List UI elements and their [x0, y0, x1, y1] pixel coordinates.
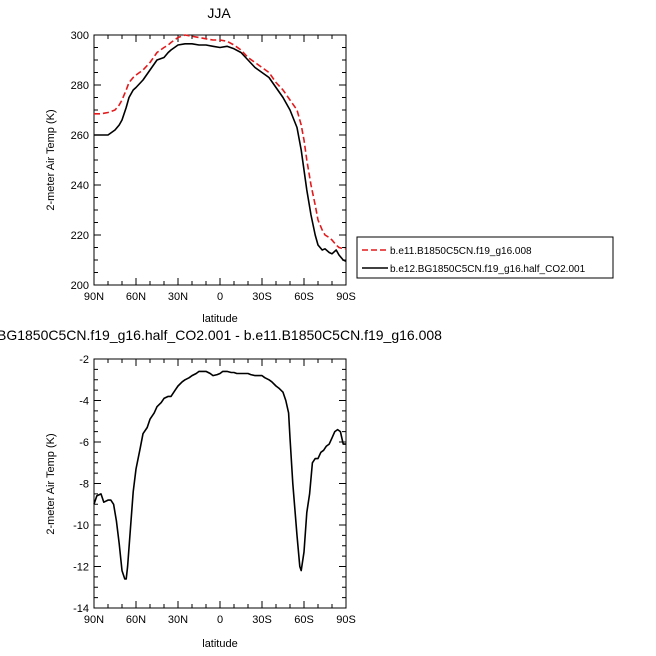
y-tick-label: -8 [79, 479, 89, 491]
y-tick-label: -4 [79, 396, 89, 408]
top-panel: JJA 90N 60N 30N 0 30S 60S 90S 200 220 240 260 280 30… [45, 5, 356, 325]
y-tick-label: 240 [71, 180, 89, 192]
top-axis-ticks: 90N 60N 30N 0 30S 60S 90S 200 220 240 260 280 300 [71, 30, 356, 303]
top-y-axis-label: 2-meter Air Temp (K) [45, 109, 57, 210]
x-tick-label: 0 [217, 291, 223, 303]
x-tick-label: 30S [252, 291, 272, 303]
y-tick-label: 200 [71, 280, 89, 292]
legend: b.e11.B1850C5CN.f19_g16.008 b.e12.BG1850… [356, 236, 614, 279]
x-tick-label: 30N [168, 614, 188, 626]
series-line-1 [94, 34, 346, 250]
y-tick-label: -12 [73, 562, 89, 574]
bottom-chart-title: b.e12.BG1850C5CN.f19_g16.half_CO2.001 - … [0, 327, 442, 343]
x-tick-label: 90S [336, 291, 356, 303]
top-series-lines [94, 34, 347, 263]
x-tick-label: 60N [126, 614, 146, 626]
y-tick-label: -14 [73, 603, 89, 615]
bottom-panel: b.e12.BG1850C5CN.f19_g16.half_CO2.001 - … [0, 327, 442, 650]
y-tick-label: 220 [71, 230, 89, 242]
x-tick-label: 60S [294, 614, 314, 626]
bottom-axis-ticks: 90N 60N 30N 0 30S 60S 90S -14 -12 -10 -8 -6 -4 -2 [73, 354, 356, 626]
y-tick-label: -2 [79, 354, 89, 366]
y-tick-label: -6 [79, 437, 89, 449]
bottom-series-lines [93, 370, 346, 580]
top-x-axis-label: latitude [202, 313, 237, 325]
top-plot-frame [93, 34, 347, 286]
bottom-x-axis-label: latitude [202, 638, 237, 650]
x-tick-label: 0 [217, 614, 223, 626]
x-tick-label: 90N [84, 614, 104, 626]
y-tick-label: -10 [73, 520, 89, 532]
top-chart-title: JJA [207, 5, 231, 21]
bottom-plot-frame [93, 358, 347, 609]
series-line-1 [93, 370, 346, 580]
x-tick-label: 90N [84, 291, 104, 303]
x-tick-label: 60N [126, 291, 146, 303]
x-tick-label: 30N [168, 291, 188, 303]
legend-label-series-2: b.e12.BG1850C5CN.f19_g16.half_CO2.001 [390, 264, 586, 275]
legend-box [356, 236, 614, 279]
series-line-2 [94, 42, 347, 263]
y-tick-label: 300 [71, 30, 89, 42]
bottom-y-axis-label: 2-meter Air Temp (K) [45, 433, 57, 534]
x-tick-label: 30S [252, 614, 272, 626]
legend-label-series-1: b.e11.B1850C5CN.f19_g16.008 [390, 246, 532, 257]
y-tick-label: 280 [71, 80, 89, 92]
y-tick-label: 260 [71, 130, 89, 142]
x-tick-label: 60S [294, 291, 314, 303]
x-tick-label: 90S [336, 614, 356, 626]
